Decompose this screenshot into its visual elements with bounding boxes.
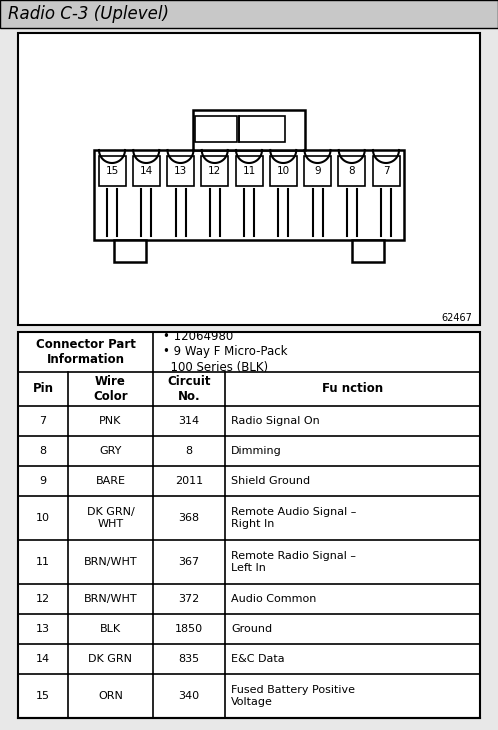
Text: 62467: 62467 <box>441 313 472 323</box>
Text: Pin: Pin <box>32 383 53 396</box>
Text: 10: 10 <box>36 513 50 523</box>
Text: BLK: BLK <box>100 624 121 634</box>
Text: 14: 14 <box>139 166 153 176</box>
Text: Radio Signal On: Radio Signal On <box>231 416 320 426</box>
Text: 14: 14 <box>36 654 50 664</box>
Text: Fu nction: Fu nction <box>322 383 383 396</box>
Text: 8: 8 <box>349 166 355 176</box>
Text: BRN/WHT: BRN/WHT <box>84 557 137 567</box>
Text: 15: 15 <box>36 691 50 701</box>
Text: 10: 10 <box>277 166 290 176</box>
Bar <box>373 156 399 186</box>
Text: 9: 9 <box>314 166 321 176</box>
Text: 13: 13 <box>174 166 187 176</box>
Bar <box>195 116 237 142</box>
Text: • 12064980
• 9 Way F Micro-Pack
  100 Series (BLK): • 12064980 • 9 Way F Micro-Pack 100 Seri… <box>163 331 287 374</box>
Text: Remote Radio Signal –
Left In: Remote Radio Signal – Left In <box>231 551 356 573</box>
Bar <box>0 0 498 28</box>
Text: Fused Battery Positive
Voltage: Fused Battery Positive Voltage <box>231 685 355 707</box>
Bar <box>236 156 262 186</box>
Text: 835: 835 <box>178 654 200 664</box>
Text: 314: 314 <box>178 416 200 426</box>
Text: 2011: 2011 <box>175 476 203 486</box>
Text: 8: 8 <box>39 446 46 456</box>
Text: Ground: Ground <box>231 624 272 634</box>
Bar <box>99 156 125 186</box>
Text: Remote Audio Signal –
Right In: Remote Audio Signal – Right In <box>231 507 357 529</box>
Text: Shield Ground: Shield Ground <box>231 476 310 486</box>
Bar <box>114 240 146 262</box>
Text: 13: 13 <box>36 624 50 634</box>
Text: 7: 7 <box>39 416 46 426</box>
Text: BRN/WHT: BRN/WHT <box>84 594 137 604</box>
Bar <box>94 150 404 240</box>
Bar <box>270 156 297 186</box>
Text: DK GRN/
WHT: DK GRN/ WHT <box>87 507 134 529</box>
Bar <box>193 110 305 150</box>
Text: 11: 11 <box>243 166 255 176</box>
Text: 340: 340 <box>178 691 200 701</box>
Text: 368: 368 <box>178 513 200 523</box>
Text: Radio C-3 (Uplevel): Radio C-3 (Uplevel) <box>8 5 169 23</box>
Bar <box>18 33 480 325</box>
Text: BARE: BARE <box>96 476 125 486</box>
Text: 372: 372 <box>178 594 200 604</box>
Bar <box>352 240 384 262</box>
Text: ORN: ORN <box>98 691 123 701</box>
Bar <box>201 156 228 186</box>
Text: DK GRN: DK GRN <box>89 654 132 664</box>
Text: GRY: GRY <box>99 446 122 456</box>
Bar <box>338 156 365 186</box>
Text: Dimming: Dimming <box>231 446 282 456</box>
Bar <box>167 156 194 186</box>
Text: E&C Data: E&C Data <box>231 654 285 664</box>
Bar <box>18 332 480 718</box>
Bar <box>304 156 331 186</box>
Text: 1850: 1850 <box>175 624 203 634</box>
Text: 7: 7 <box>382 166 389 176</box>
Bar <box>133 156 160 186</box>
Text: 12: 12 <box>36 594 50 604</box>
Text: 15: 15 <box>106 166 119 176</box>
Text: 8: 8 <box>185 446 193 456</box>
Text: 9: 9 <box>39 476 46 486</box>
Text: Wire
Color: Wire Color <box>93 375 128 403</box>
Text: 11: 11 <box>36 557 50 567</box>
Text: 12: 12 <box>208 166 222 176</box>
Bar <box>239 116 285 142</box>
Text: PNK: PNK <box>99 416 122 426</box>
Text: 367: 367 <box>178 557 200 567</box>
Text: Connector Part
Information: Connector Part Information <box>35 338 135 366</box>
Text: Audio Common: Audio Common <box>231 594 316 604</box>
Text: Circuit
No.: Circuit No. <box>167 375 211 403</box>
